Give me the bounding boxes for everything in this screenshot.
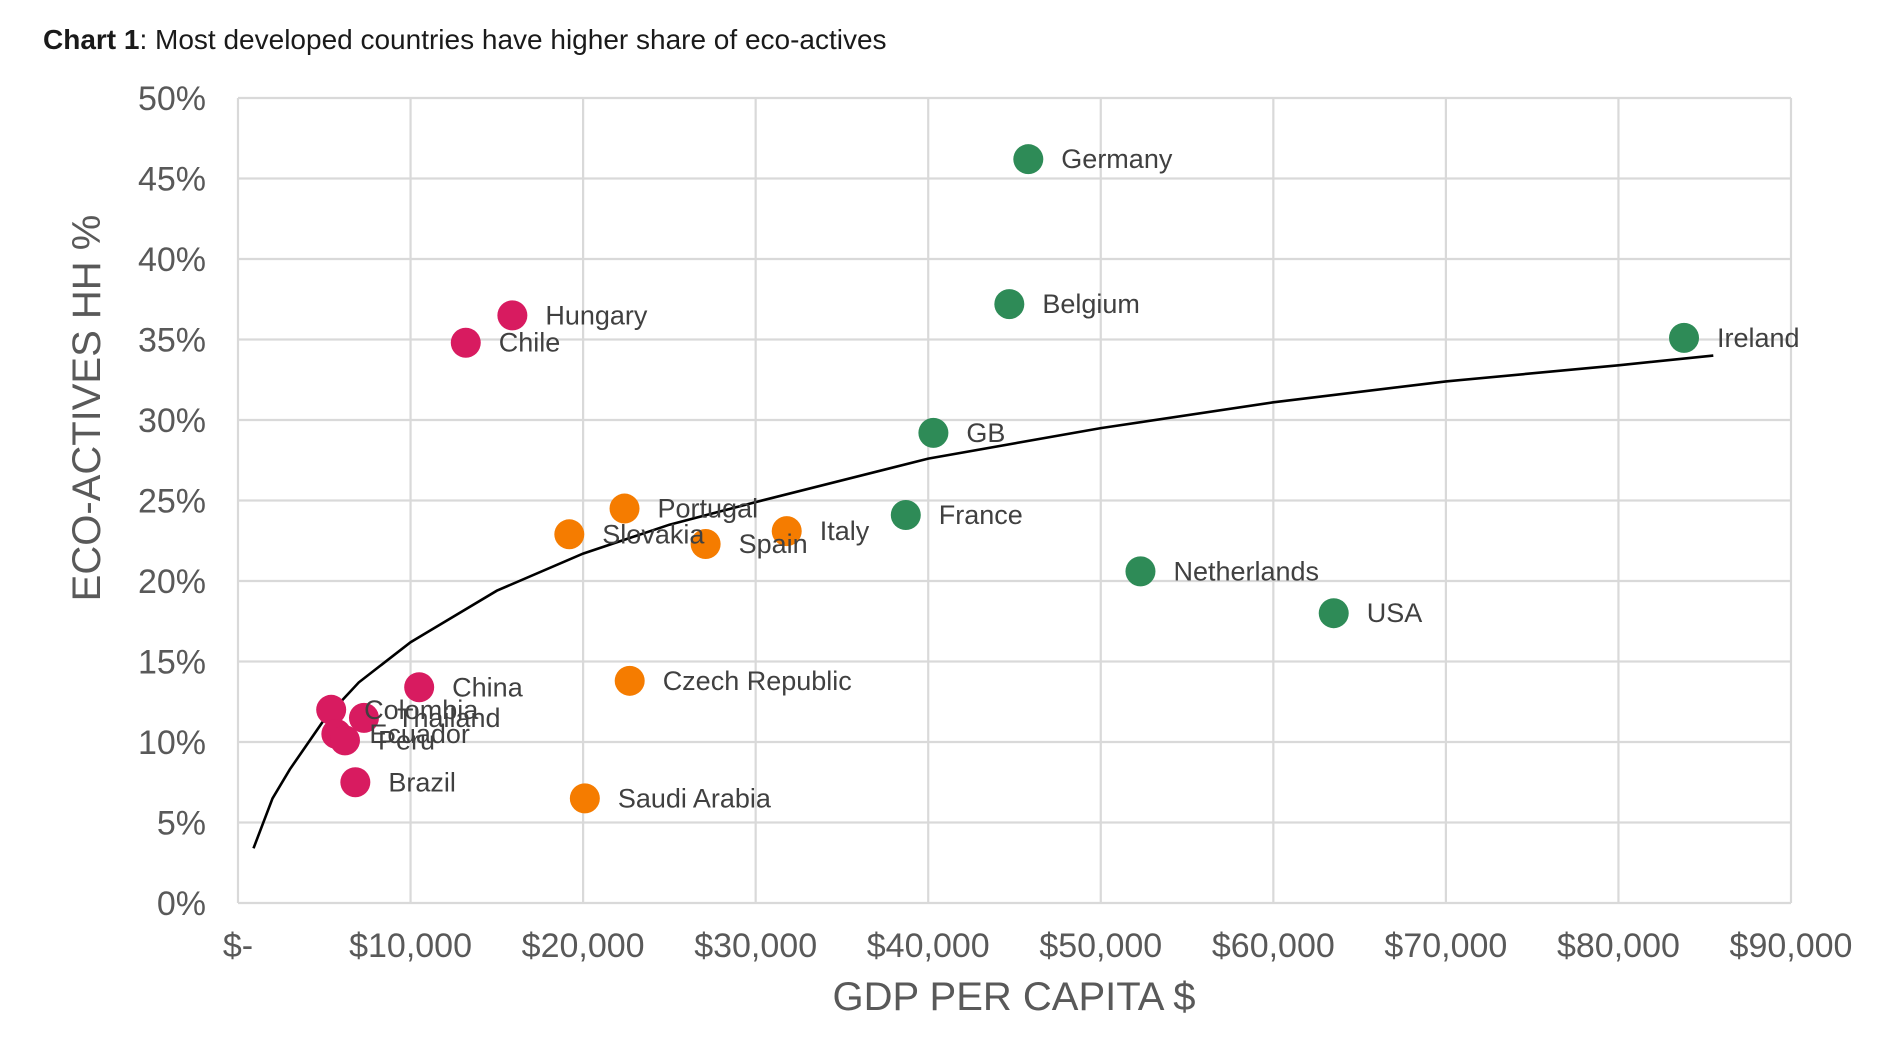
data-label-france: France	[939, 500, 1023, 530]
data-label-colombia: Colombia	[364, 695, 479, 725]
x-tick-label: $20,000	[522, 927, 645, 965]
y-tick-label: 30%	[138, 402, 206, 440]
y-tick-label: 10%	[138, 724, 206, 762]
x-tick-label: $60,000	[1212, 927, 1335, 965]
data-point-portugal	[609, 493, 640, 524]
x-tick-label: $90,000	[1730, 927, 1853, 965]
y-tick-label: 50%	[138, 80, 206, 118]
data-point-colombia	[316, 694, 347, 725]
x-tick-label: $70,000	[1384, 927, 1507, 965]
data-point-germany	[1013, 144, 1044, 175]
data-point-czech-republic	[614, 665, 645, 696]
data-point-hungary	[497, 300, 528, 331]
data-label-gb: GB	[966, 418, 1005, 448]
x-axis-title: GDP PER CAPITA $	[832, 975, 1195, 1019]
data-label-spain: Spain	[739, 529, 808, 559]
data-label-slovakia: Slovakia	[602, 519, 705, 549]
data-label-belgium: Belgium	[1042, 289, 1140, 319]
y-tick-label: 20%	[138, 563, 206, 601]
y-tick-label: 15%	[138, 644, 206, 682]
chart-title: Chart 1: Most developed countries have h…	[43, 24, 887, 56]
data-label-ecuador: Ecuador	[369, 719, 470, 749]
x-tick-label: $50,000	[1039, 927, 1162, 965]
data-point-chile	[450, 327, 481, 358]
y-tick-label: 35%	[138, 322, 206, 360]
y-axis-title: ECO-ACTIVES HH %	[65, 215, 109, 602]
y-tick-label: 40%	[138, 241, 206, 279]
data-label-thailand: Thailand	[397, 703, 501, 733]
y-tick-label: 45%	[138, 161, 206, 199]
data-label-china: China	[452, 672, 524, 702]
trendline	[252, 354, 1714, 849]
y-tick-label: 5%	[157, 805, 206, 843]
data-label-portugal: Portugal	[658, 494, 759, 524]
trend-layer	[252, 354, 1714, 849]
data-point-brazil	[340, 767, 371, 798]
data-point-netherlands	[1125, 556, 1156, 587]
x-tick-label: $40,000	[867, 927, 990, 965]
data-label-peru: Peru	[378, 725, 435, 755]
data-point-thailand	[348, 702, 379, 733]
chart-title-text: : Most developed countries have higher s…	[139, 24, 887, 55]
data-label-czech-republic: Czech Republic	[663, 666, 852, 696]
data-label-ireland: Ireland	[1717, 323, 1800, 353]
data-label-hungary: Hungary	[545, 300, 648, 330]
data-label-germany: Germany	[1061, 144, 1173, 174]
point-layer	[316, 144, 1700, 814]
data-point-china	[404, 672, 435, 703]
data-point-slovakia	[554, 519, 585, 550]
data-point-ireland	[1669, 322, 1700, 353]
data-label-netherlands: Netherlands	[1173, 556, 1319, 586]
data-label-chile: Chile	[499, 328, 561, 358]
y-tick-label: 0%	[157, 885, 206, 923]
data-label-usa: USA	[1367, 598, 1423, 628]
data-point-belgium	[994, 289, 1025, 320]
data-point-gb	[918, 417, 949, 448]
grid-layer	[236, 96, 1793, 905]
x-tick-label: $30,000	[694, 927, 817, 965]
y-tick-label: 25%	[138, 483, 206, 521]
data-point-italy	[771, 516, 802, 547]
data-point-peru	[329, 725, 360, 756]
data-label-saudi-arabia: Saudi Arabia	[618, 783, 772, 813]
data-point-saudi-arabia	[569, 783, 600, 814]
data-point-usa	[1318, 598, 1349, 629]
x-tick-label: $-	[223, 927, 253, 965]
label-layer: Germany Belgium Ireland GB France Netherlands…	[364, 144, 1799, 813]
data-label-brazil: Brazil	[388, 767, 456, 797]
x-tick-label: $80,000	[1557, 927, 1680, 965]
data-point-spain	[690, 528, 721, 559]
data-point-france	[890, 499, 921, 530]
chart-title-bold: Chart 1	[43, 24, 140, 55]
x-tick-label: $10,000	[349, 927, 472, 965]
tick-layer: $- $10,000 $20,000 $30,000 $40,000 $50,000 $60…	[138, 80, 1853, 965]
data-label-italy: Italy	[820, 516, 870, 546]
